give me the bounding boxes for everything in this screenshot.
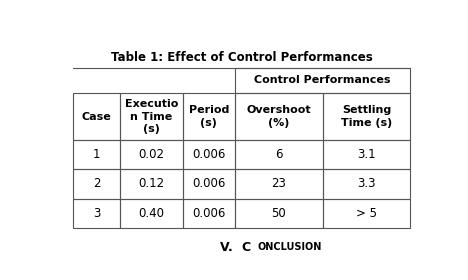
- Text: Control Performances: Control Performances: [255, 76, 391, 85]
- Text: 1: 1: [93, 148, 100, 161]
- Text: Case: Case: [82, 112, 111, 122]
- Text: 3: 3: [93, 207, 100, 220]
- Text: 0.02: 0.02: [139, 148, 164, 161]
- Text: 23: 23: [271, 178, 286, 190]
- Text: 0.006: 0.006: [192, 148, 226, 161]
- Text: Executio
n Time
(s): Executio n Time (s): [125, 99, 178, 134]
- Text: C: C: [241, 241, 251, 254]
- Text: 0.006: 0.006: [192, 178, 226, 190]
- Text: 50: 50: [271, 207, 286, 220]
- Text: V.: V.: [220, 241, 241, 254]
- Text: 0.40: 0.40: [139, 207, 164, 220]
- Text: ONCLUSION: ONCLUSION: [258, 242, 322, 252]
- Text: Overshoot
(%): Overshoot (%): [247, 105, 311, 128]
- Text: 2: 2: [93, 178, 100, 190]
- Text: 0.12: 0.12: [139, 178, 164, 190]
- Text: 0.006: 0.006: [192, 207, 226, 220]
- Text: 6: 6: [275, 148, 283, 161]
- Text: Table 1: Effect of Control Performances: Table 1: Effect of Control Performances: [111, 51, 373, 64]
- Text: 3.1: 3.1: [357, 148, 376, 161]
- Text: Period
(s): Period (s): [189, 105, 229, 128]
- Text: > 5: > 5: [356, 207, 377, 220]
- Text: Settling
Time (s): Settling Time (s): [341, 105, 392, 128]
- Text: 3.3: 3.3: [357, 178, 376, 190]
